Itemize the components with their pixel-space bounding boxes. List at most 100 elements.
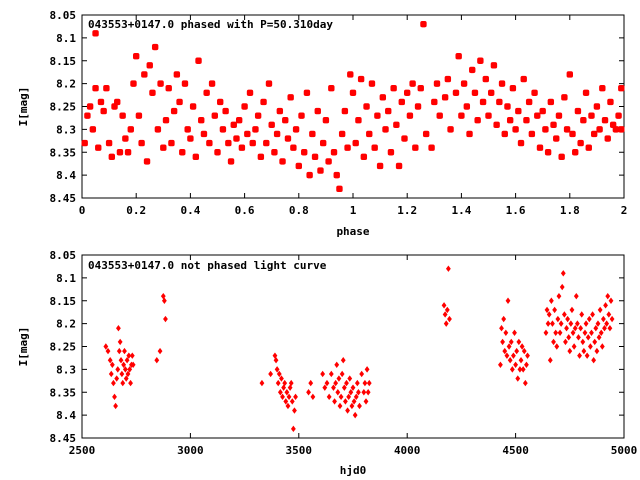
data-point <box>573 292 579 300</box>
data-point <box>89 126 97 133</box>
x-tick-label: 0.6 <box>235 204 255 217</box>
data-point <box>122 135 129 142</box>
data-point <box>618 85 625 92</box>
data-point <box>488 89 495 96</box>
data-point <box>560 270 566 277</box>
data-point <box>326 393 332 401</box>
data-point <box>590 311 595 318</box>
data-point <box>609 315 615 323</box>
x-tick-label: 4500 <box>502 444 529 457</box>
data-point <box>309 130 316 138</box>
data-point <box>607 325 613 332</box>
data-point <box>290 144 297 151</box>
y-tick-label: 8.25 <box>50 341 77 354</box>
data-point <box>111 379 116 387</box>
data-point <box>580 117 587 124</box>
data-point <box>567 347 573 355</box>
data-point <box>356 389 361 396</box>
data-point <box>200 130 208 138</box>
data-point <box>589 329 594 336</box>
x-tick-label: 2500 <box>69 444 96 457</box>
data-point <box>555 112 563 119</box>
data-point <box>244 130 251 138</box>
data-point <box>528 130 536 138</box>
data-point <box>568 320 574 327</box>
data-point <box>509 366 515 373</box>
data-point <box>108 370 114 378</box>
data-point <box>322 384 328 391</box>
data-point <box>320 370 326 378</box>
data-point <box>594 347 600 355</box>
data-point <box>81 139 88 147</box>
data-point <box>572 149 579 156</box>
x-tick-label: 5000 <box>611 444 638 457</box>
data-point <box>482 75 489 83</box>
data-point <box>552 306 558 314</box>
data-point <box>570 329 576 336</box>
data-point <box>273 357 279 364</box>
data-point <box>331 384 336 391</box>
data-point <box>579 311 585 318</box>
data-point <box>444 306 450 314</box>
data-point <box>361 389 367 396</box>
data-point <box>366 130 373 138</box>
data-point <box>498 80 506 87</box>
data-point <box>582 329 588 336</box>
data-point <box>324 379 330 387</box>
data-point <box>338 130 346 138</box>
data-point <box>466 130 473 138</box>
data-point <box>125 370 131 378</box>
data-point <box>222 107 229 115</box>
data-point <box>206 139 213 147</box>
data-point <box>138 139 145 147</box>
data-point <box>347 71 354 78</box>
data-point <box>103 85 110 92</box>
data-point <box>135 112 143 119</box>
data-point <box>558 320 564 327</box>
data-point <box>219 126 227 133</box>
data-point <box>108 153 116 161</box>
data-point <box>349 89 357 96</box>
data-point <box>128 379 133 387</box>
data-point <box>357 402 362 410</box>
data-point <box>599 85 606 92</box>
y-tick-label: 8.4 <box>56 169 76 182</box>
data-point <box>556 292 562 300</box>
data-point <box>328 85 335 92</box>
data-point <box>274 366 280 373</box>
chart-title: 043553+0147.0 phased with P=50.310day <box>88 18 333 31</box>
data-point <box>187 135 194 142</box>
x-tick-label: 1.4 <box>451 204 471 217</box>
data-point <box>544 149 552 156</box>
data-point <box>117 338 123 346</box>
data-point <box>306 171 313 179</box>
data-point <box>502 347 508 355</box>
data-point <box>441 94 449 101</box>
data-point <box>276 107 284 115</box>
data-point <box>587 343 593 350</box>
data-point <box>362 379 368 387</box>
data-point <box>84 112 91 119</box>
x-tick-label: 0.8 <box>289 204 309 217</box>
data-point <box>235 117 243 124</box>
data-point <box>352 139 359 147</box>
data-point <box>241 103 248 110</box>
data-point <box>129 352 135 359</box>
data-point <box>395 162 403 170</box>
data-point <box>203 89 210 96</box>
data-point <box>366 379 372 387</box>
data-point <box>588 112 595 119</box>
data-point <box>543 329 549 336</box>
data-point <box>445 265 451 272</box>
data-point <box>123 375 129 382</box>
data-point <box>382 126 389 133</box>
data-point <box>442 311 448 318</box>
data-point <box>170 107 178 115</box>
data-point <box>317 167 324 174</box>
data-point <box>569 130 576 138</box>
x-tick-label: 2 <box>621 204 628 217</box>
data-point <box>520 75 527 83</box>
data-point <box>463 103 471 110</box>
y-tick-label: 8.2 <box>56 78 76 91</box>
